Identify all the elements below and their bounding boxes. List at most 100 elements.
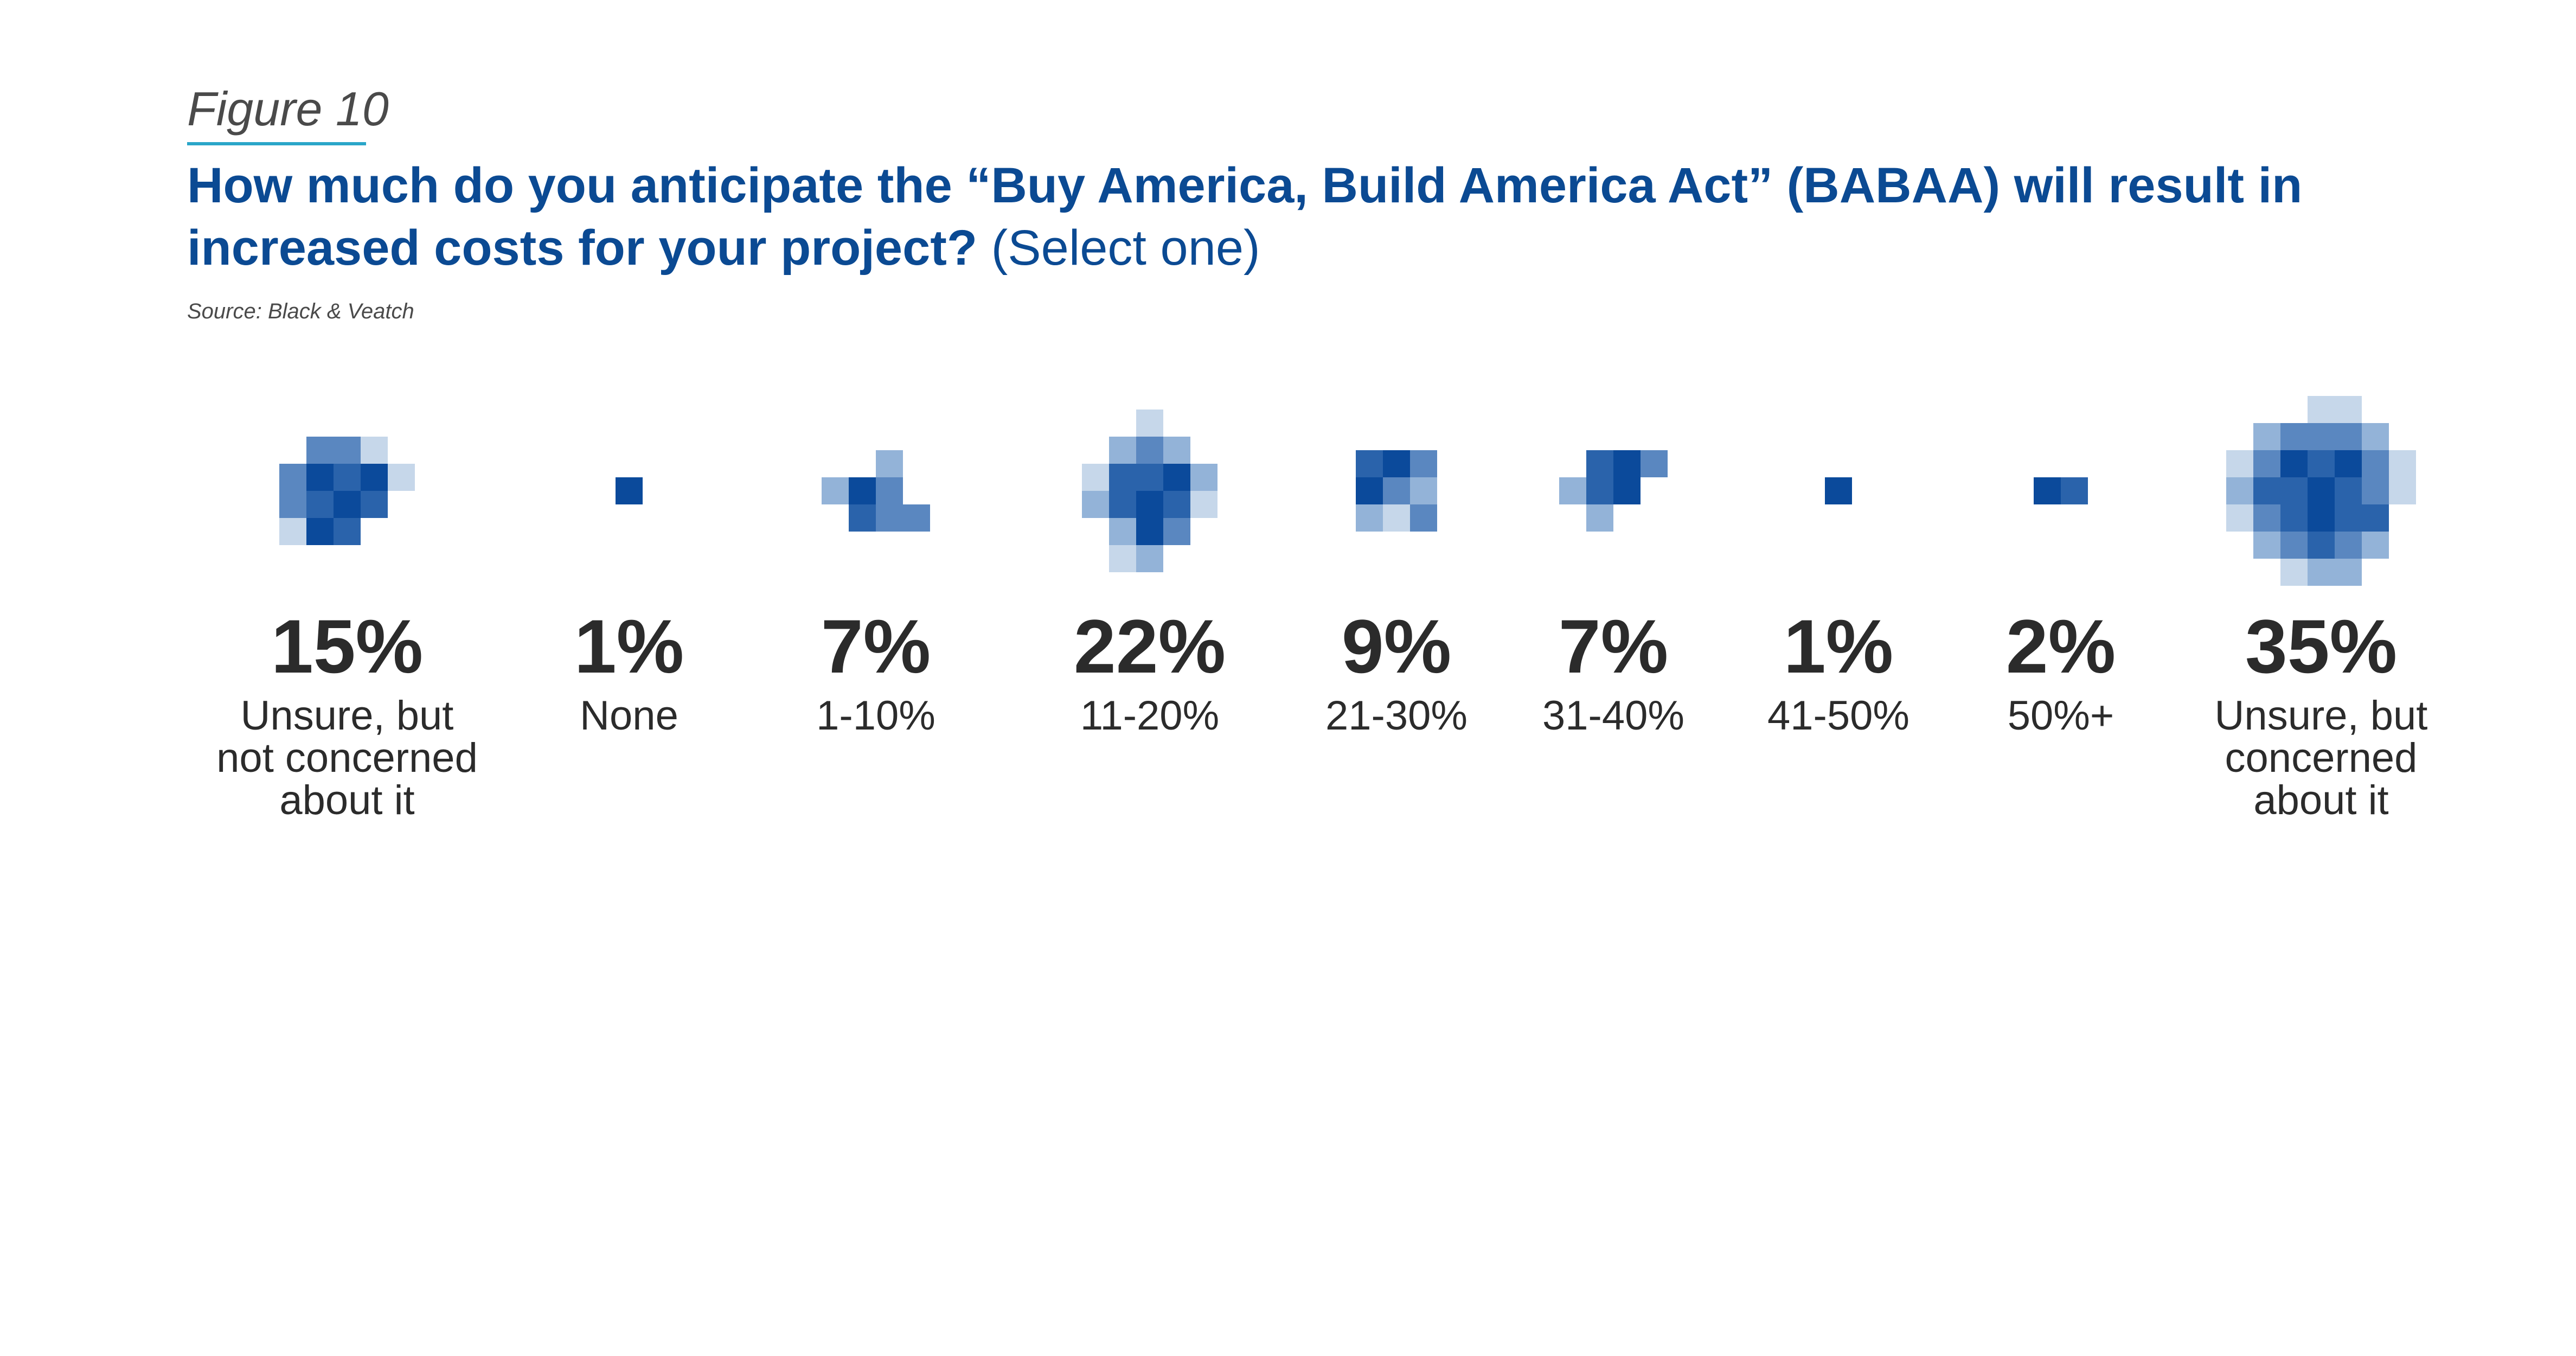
category-group: 15%Unsure, but not concerned about it	[216, 437, 478, 823]
cluster-cell	[849, 504, 876, 532]
cluster-cell	[1586, 477, 1613, 504]
cluster-cell	[1136, 491, 1163, 518]
cluster-cell	[2335, 477, 2362, 504]
cluster-cell	[2034, 477, 2061, 504]
cluster-cell	[1109, 518, 1136, 545]
value-label: 1%	[574, 604, 684, 689]
cluster-cell	[2308, 396, 2335, 423]
cluster-cell	[2253, 423, 2280, 450]
cluster-cell	[2253, 504, 2280, 532]
cluster-cell	[1190, 464, 1217, 491]
cluster-cell	[306, 491, 334, 518]
cluster-cell	[1586, 450, 1613, 477]
cluster-cell	[1109, 491, 1136, 518]
value-label: 9%	[1342, 604, 1451, 689]
cluster-cell	[279, 491, 306, 518]
category-group: 2%50%+	[2006, 477, 2116, 739]
cluster-cell	[279, 464, 306, 491]
cluster-cell	[1356, 504, 1383, 532]
category-group: 1%None	[574, 477, 684, 739]
category-group: 7%1-10%	[816, 450, 935, 739]
category-group: 7%31-40%	[1542, 450, 1684, 739]
cluster-cell	[1383, 450, 1410, 477]
cluster-cell	[2308, 532, 2335, 559]
cluster-cell	[1163, 464, 1190, 491]
cluster-cell	[306, 518, 334, 545]
cluster-cell	[2308, 423, 2335, 450]
cluster-cell	[1641, 450, 1668, 477]
cluster-cell	[1613, 477, 1641, 504]
cluster-cell	[1559, 477, 1586, 504]
cluster-cell	[2362, 477, 2389, 504]
cluster-cell	[2335, 559, 2362, 586]
cluster-cell	[1410, 504, 1437, 532]
cluster-cell	[876, 504, 903, 532]
cluster-cell	[2253, 532, 2280, 559]
cluster-cell	[1613, 450, 1641, 477]
cluster-cell	[306, 437, 334, 464]
cluster-cell	[1163, 491, 1190, 518]
cluster-cell	[2308, 504, 2335, 532]
cluster-cell	[2061, 477, 2088, 504]
cluster-cell	[1356, 450, 1383, 477]
category-label: 31-40%	[1542, 693, 1684, 739]
cluster-cell	[1136, 464, 1163, 491]
cluster-cell	[2362, 423, 2389, 450]
figure-label: Figure 10	[187, 82, 389, 136]
category-label: 50%+	[2008, 693, 2114, 739]
cluster-cell	[2280, 450, 2308, 477]
cluster-cell	[876, 477, 903, 504]
cluster-cell	[361, 491, 388, 518]
source-note: Source: Black & Veatch	[187, 299, 414, 323]
title-question: How much do you anticipate the “Buy Amer…	[187, 158, 2303, 276]
cluster-cell	[1109, 464, 1136, 491]
cluster-cell	[1383, 504, 1410, 532]
value-label: 7%	[821, 604, 931, 689]
cluster-cell	[306, 464, 334, 491]
cluster-cell	[1410, 450, 1437, 477]
cluster-cell	[388, 464, 415, 491]
value-label: 7%	[1559, 604, 1668, 689]
cluster-cell	[1383, 477, 1410, 504]
category-label: Unsure, but not concerned about it	[216, 693, 478, 823]
cluster-cell	[1109, 545, 1136, 572]
cluster-cell	[2226, 504, 2253, 532]
cluster-cell	[1136, 437, 1163, 464]
cluster-cell	[2308, 450, 2335, 477]
category-label: 1-10%	[816, 693, 935, 739]
title-instruction: (Select one)	[991, 220, 1260, 276]
category-group: 9%21-30%	[1325, 450, 1468, 739]
cluster-cell	[2335, 532, 2362, 559]
cluster-cell	[1356, 477, 1383, 504]
category-label: 11-20%	[1080, 693, 1219, 739]
cluster-cell	[2280, 504, 2308, 532]
category-label: 21-30%	[1325, 693, 1468, 739]
category-group: 22%11-20%	[1074, 410, 1226, 739]
cluster-cell	[1082, 464, 1109, 491]
category-label: None	[580, 693, 678, 739]
value-label: 15%	[271, 604, 423, 689]
chart-title: How much do you anticipate the “Buy Amer…	[187, 155, 2465, 279]
cluster-cell	[334, 518, 361, 545]
cluster-cell	[2389, 477, 2416, 504]
cluster-cell	[1410, 477, 1437, 504]
cluster-cell	[2280, 559, 2308, 586]
cluster-cell	[2389, 450, 2416, 477]
cluster-cell	[2226, 450, 2253, 477]
cluster-cell	[616, 477, 643, 504]
cluster-cell	[1163, 518, 1190, 545]
cluster-cell	[2362, 504, 2389, 532]
value-label: 22%	[1074, 604, 1226, 689]
cluster-cell	[279, 518, 306, 545]
cluster-cell	[1082, 491, 1109, 518]
cluster-cell	[876, 450, 903, 477]
cluster-cell	[2362, 450, 2389, 477]
cluster-cell	[361, 437, 388, 464]
category-group: 35%Unsure, but concerned about it	[2215, 396, 2427, 823]
category-group: 1%41-50%	[1767, 477, 1909, 739]
cluster-cell	[903, 504, 930, 532]
value-label: 1%	[1784, 604, 1893, 689]
cluster-cell	[1163, 437, 1190, 464]
cluster-cell	[1136, 410, 1163, 437]
